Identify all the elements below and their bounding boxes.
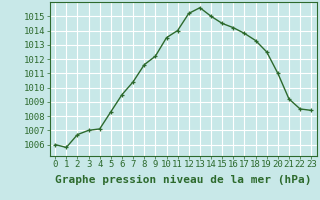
- X-axis label: Graphe pression niveau de la mer (hPa): Graphe pression niveau de la mer (hPa): [55, 175, 311, 185]
